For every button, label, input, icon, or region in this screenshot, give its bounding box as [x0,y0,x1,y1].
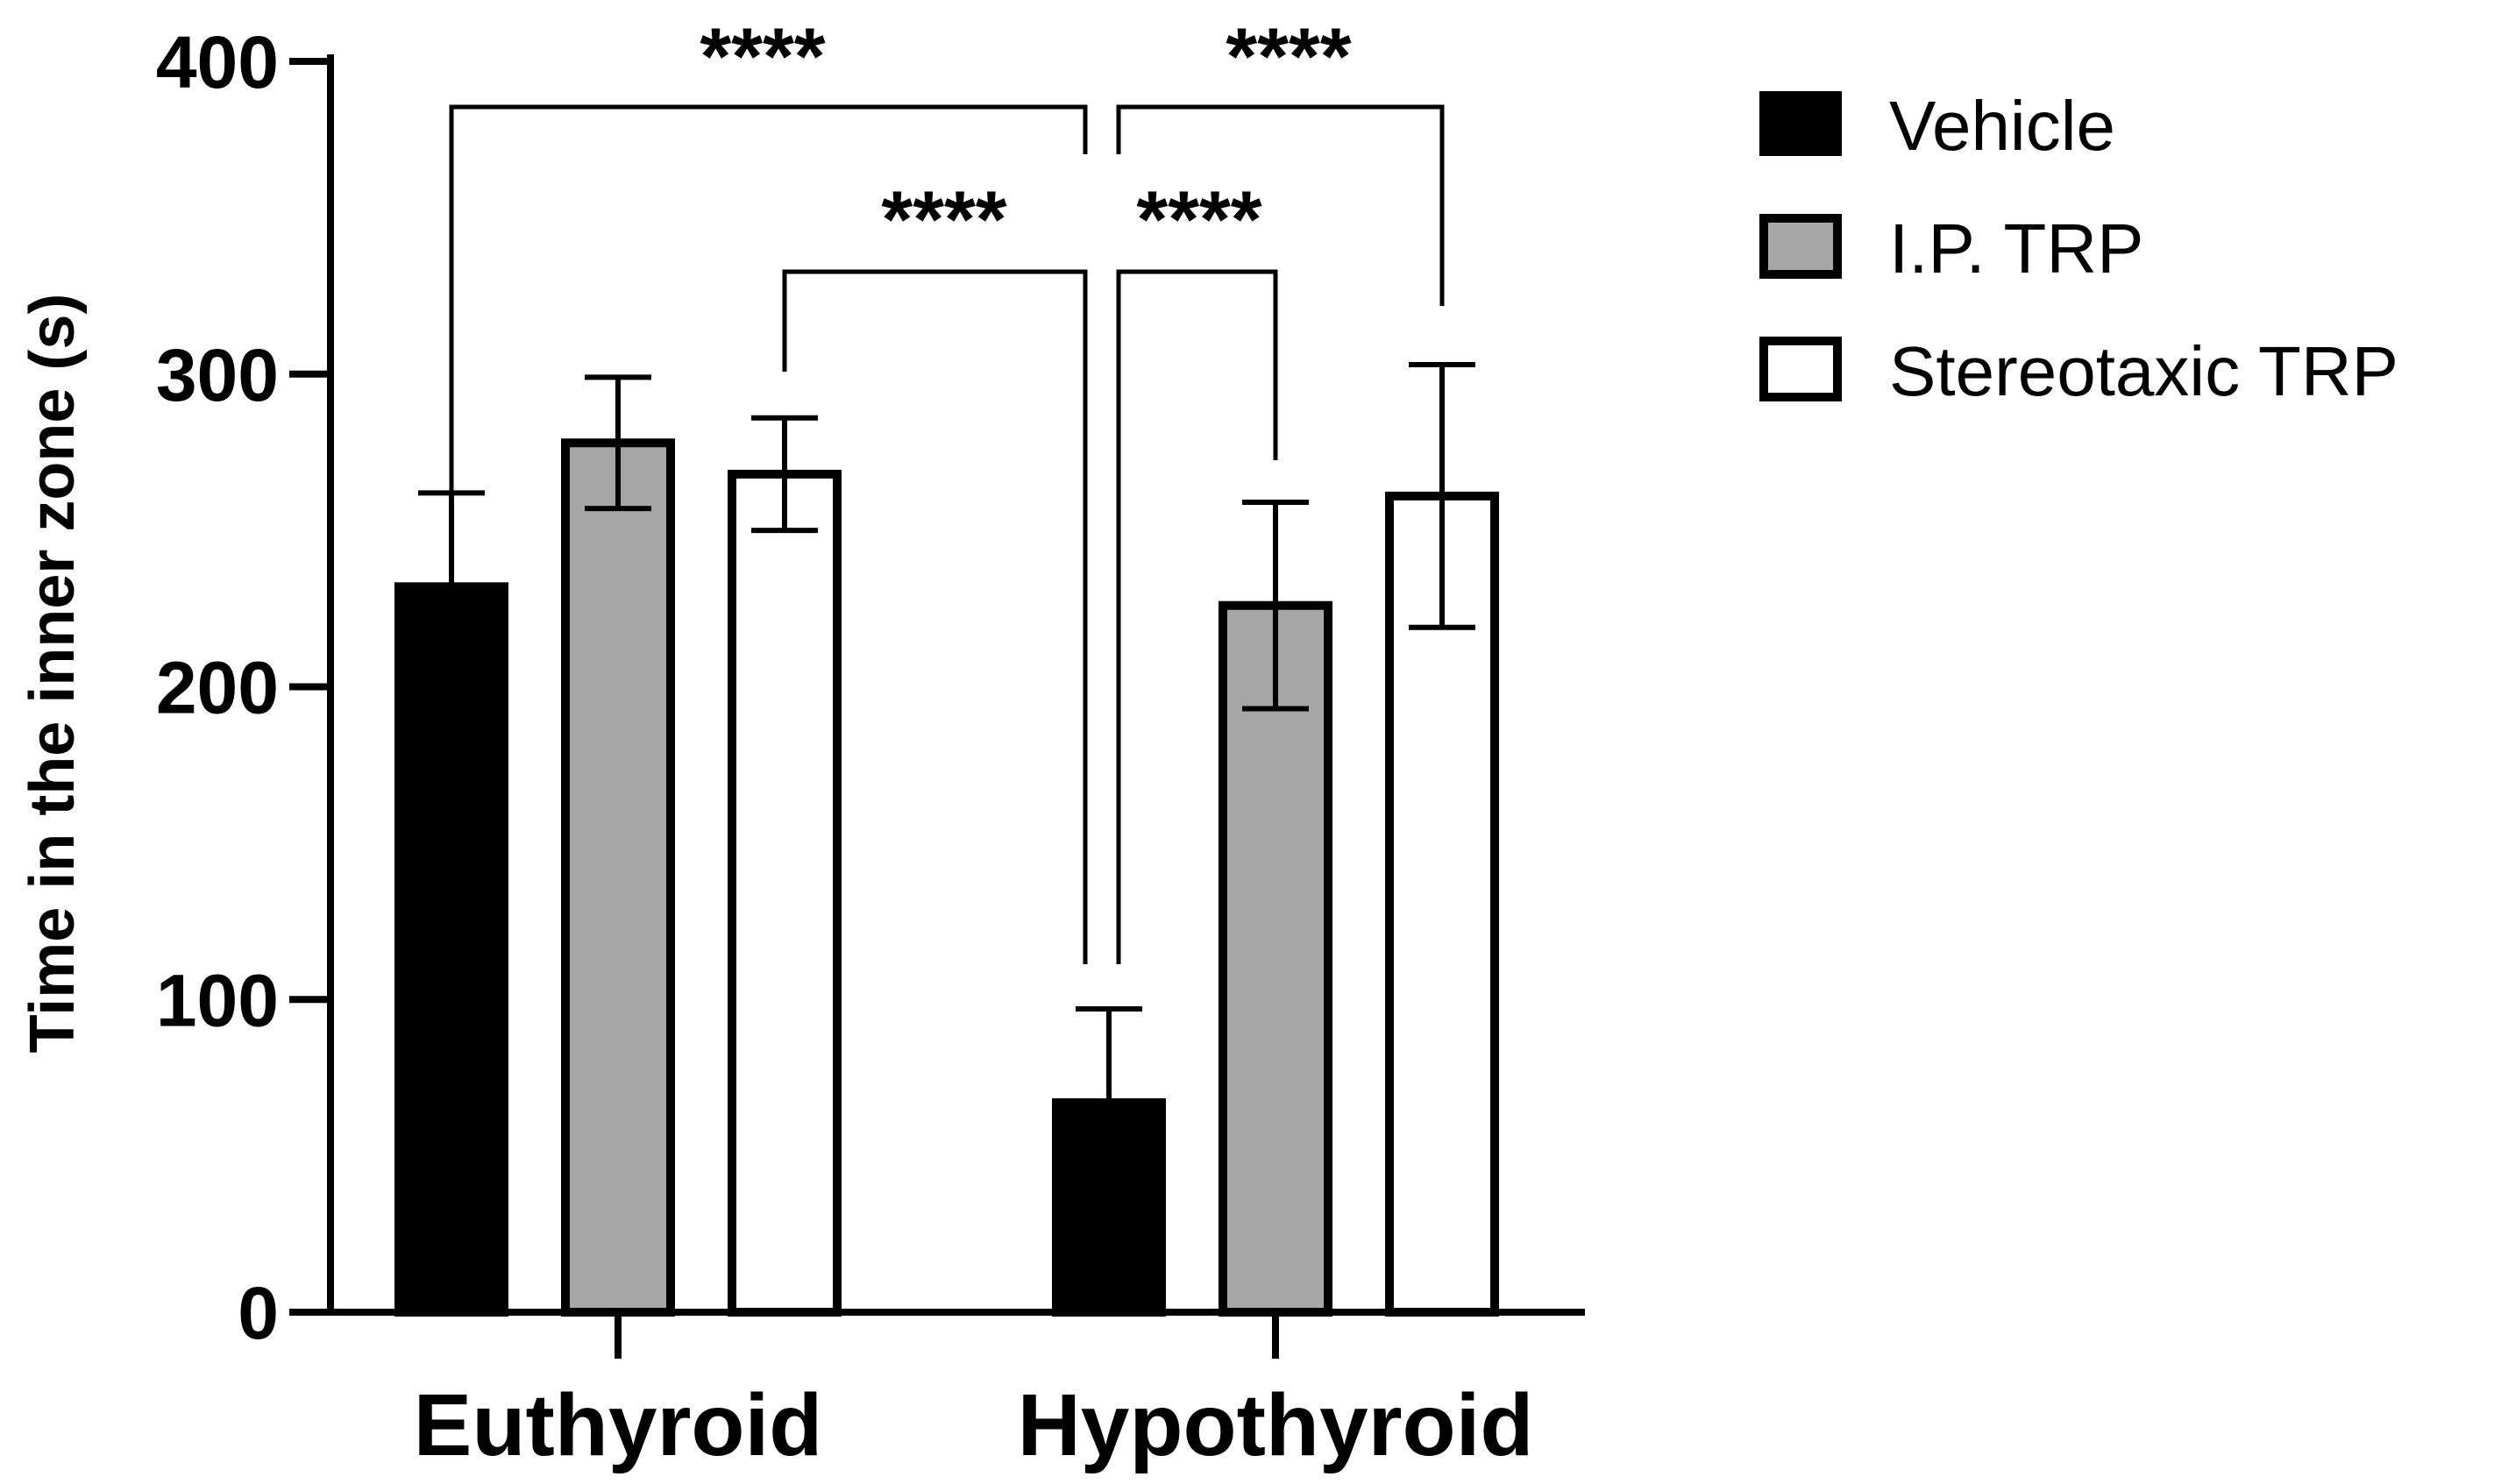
error-bars-layer [418,362,1475,1103]
significance-label: **** [1136,175,1261,265]
y-ticks: 0 100 200 300 400 [156,21,330,1354]
bar-euthyroid-i-p-trp [561,438,675,1317]
legend-swatch [1759,91,1842,156]
legend-item: Stereotaxic TRP [1759,332,2398,410]
bracket-line [782,269,1088,964]
x-category-label: Euthyroid [414,1376,823,1474]
error-bar [1242,500,1309,712]
error-bar [1409,362,1475,630]
x-ticks: Euthyroid Hypothyroid [414,1312,1534,1474]
legend-label: I.P. TRP [1889,209,2144,288]
bar-euthyroid-vehicle [394,582,508,1317]
bars-layer [394,438,1499,1317]
error-bar [418,490,485,587]
significance-bracket: **** [1116,12,1445,306]
bracket-line [1116,269,1278,964]
bracket-line [449,104,1088,491]
significance-bracket: **** [449,12,1088,491]
bar-euthyroid-stereotaxic-trp [728,469,842,1317]
legend: Vehicle I.P. TRP Stereotaxic TRP [1759,87,2398,410]
legend-item: I.P. TRP [1759,209,2144,288]
legend-swatch [1759,337,1842,401]
legend-label: Vehicle [1889,87,2115,165]
bar-hypothyroid-vehicle [1052,1097,1166,1317]
y-tick-label: 100 [156,959,279,1041]
significance-label: **** [700,12,825,102]
y-tick-label: 0 [238,1272,279,1354]
significance-bracket: **** [1116,175,1278,964]
y-axis-label: Time in the inner zone (s) [18,294,88,1054]
bracket-line [1116,104,1445,306]
y-tick-label: 400 [156,21,279,103]
bar-hypothyroid-i-p-trp [1219,600,1332,1317]
y-tick-label: 300 [156,334,279,416]
significance-label: **** [1226,12,1351,102]
legend-item: Vehicle [1759,87,2115,165]
legend-label: Stereotaxic TRP [1889,332,2398,410]
x-category-label: Hypothyroid [1018,1376,1534,1474]
significance-bracket: **** [782,175,1088,964]
significance-label: **** [881,175,1006,265]
legend-swatch [1759,214,1842,279]
error-bar [1076,1005,1142,1103]
y-tick-label: 200 [156,647,279,729]
error-bar [751,415,818,534]
error-bar [585,374,651,512]
significance-layer: **** **** **** **** [449,12,1445,964]
